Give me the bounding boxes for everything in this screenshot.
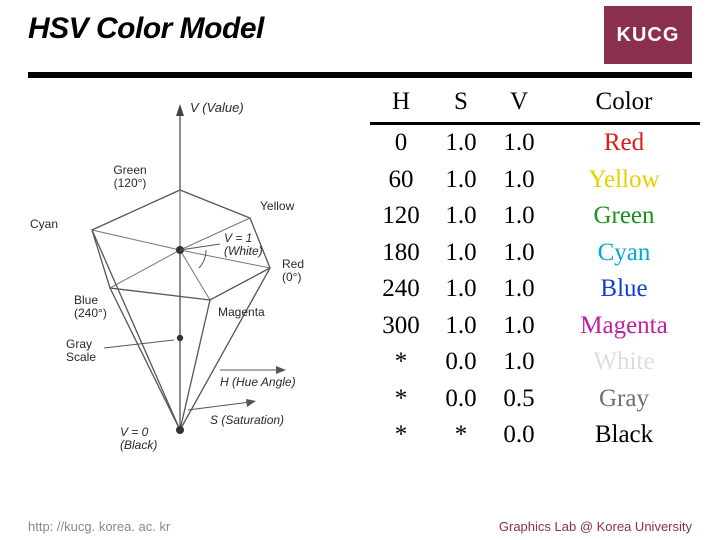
cell-v: 1.0 bbox=[490, 125, 548, 162]
vertex-red: Red(0°) bbox=[282, 257, 304, 284]
table-row: 601.01.0Yellow bbox=[370, 162, 700, 199]
page-title: HSV Color Model bbox=[28, 12, 264, 46]
cell-color: Red bbox=[548, 125, 700, 162]
axis-label-value: V (Value) bbox=[190, 100, 244, 115]
cell-v: 1.0 bbox=[490, 271, 548, 308]
vertex-yellow: Yellow bbox=[260, 199, 295, 213]
cell-color: White bbox=[548, 344, 700, 381]
vertex-cyan: Cyan bbox=[30, 217, 58, 231]
cell-v: 1.0 bbox=[490, 344, 548, 381]
logo-text: KUCG bbox=[617, 24, 680, 47]
vertex-blue: Blue(240°) bbox=[74, 293, 107, 320]
cell-s: * bbox=[432, 417, 490, 454]
cell-v: 1.0 bbox=[490, 198, 548, 235]
cell-h: 240 bbox=[370, 271, 432, 308]
label-grayscale: GrayScale bbox=[66, 337, 96, 364]
cell-h: 180 bbox=[370, 235, 432, 272]
table-row: 2401.01.0Blue bbox=[370, 271, 700, 308]
table-row: 3001.01.0Magenta bbox=[370, 308, 700, 345]
col-v: V bbox=[490, 88, 548, 116]
cell-s: 1.0 bbox=[432, 271, 490, 308]
col-color: Color bbox=[548, 88, 700, 116]
hsv-hexcone-diagram: V (Value) Green(120°) Yellow Red(0°) Mag bbox=[20, 90, 360, 470]
vertex-magenta: Magenta bbox=[218, 305, 265, 319]
table-header: H S V Color bbox=[370, 82, 700, 125]
table-row: **0.0Black bbox=[370, 417, 700, 454]
cell-s: 0.0 bbox=[432, 344, 490, 381]
cell-color: Blue bbox=[548, 271, 700, 308]
cell-color: Cyan bbox=[548, 235, 700, 272]
cell-h: 60 bbox=[370, 162, 432, 199]
cell-v: 0.5 bbox=[490, 381, 548, 418]
cell-h: 120 bbox=[370, 198, 432, 235]
cell-color: Yellow bbox=[548, 162, 700, 199]
table-row: *0.01.0White bbox=[370, 344, 700, 381]
cell-color: Gray bbox=[548, 381, 700, 418]
cell-v: 0.0 bbox=[490, 417, 548, 454]
cell-v: 1.0 bbox=[490, 235, 548, 272]
axis-label-hue: H (Hue Angle) bbox=[220, 375, 296, 389]
cell-s: 1.0 bbox=[432, 162, 490, 199]
cell-s: 1.0 bbox=[432, 198, 490, 235]
cell-h: * bbox=[370, 344, 432, 381]
cell-s: 1.0 bbox=[432, 235, 490, 272]
table-row: 01.01.0Red bbox=[370, 125, 700, 162]
table-row: 1801.01.0Cyan bbox=[370, 235, 700, 272]
cell-color: Green bbox=[548, 198, 700, 235]
table-row: 1201.01.0Green bbox=[370, 198, 700, 235]
cell-h: 300 bbox=[370, 308, 432, 345]
cell-s: 1.0 bbox=[432, 308, 490, 345]
cell-color: Magenta bbox=[548, 308, 700, 345]
label-v0-black: V = 0(Black) bbox=[120, 425, 157, 452]
table-row: *0.00.5Gray bbox=[370, 381, 700, 418]
cell-s: 1.0 bbox=[432, 125, 490, 162]
cell-v: 1.0 bbox=[490, 308, 548, 345]
cell-h: 0 bbox=[370, 125, 432, 162]
cell-s: 0.0 bbox=[432, 381, 490, 418]
col-s: S bbox=[432, 88, 490, 116]
logo-badge: KUCG bbox=[604, 6, 692, 64]
cell-h: * bbox=[370, 381, 432, 418]
footer-credit: Graphics Lab @ Korea University bbox=[499, 519, 692, 534]
footer-url: http: //kucg. korea. ac. kr bbox=[28, 519, 170, 534]
cell-color: Black bbox=[548, 417, 700, 454]
cell-v: 1.0 bbox=[490, 162, 548, 199]
cell-h: * bbox=[370, 417, 432, 454]
hsv-color-table: H S V Color 01.01.0Red601.01.0Yellow1201… bbox=[370, 82, 700, 470]
vertex-green: Green(120°) bbox=[113, 163, 146, 190]
col-h: H bbox=[370, 88, 432, 116]
axis-label-saturation: S (Saturation) bbox=[210, 413, 284, 427]
